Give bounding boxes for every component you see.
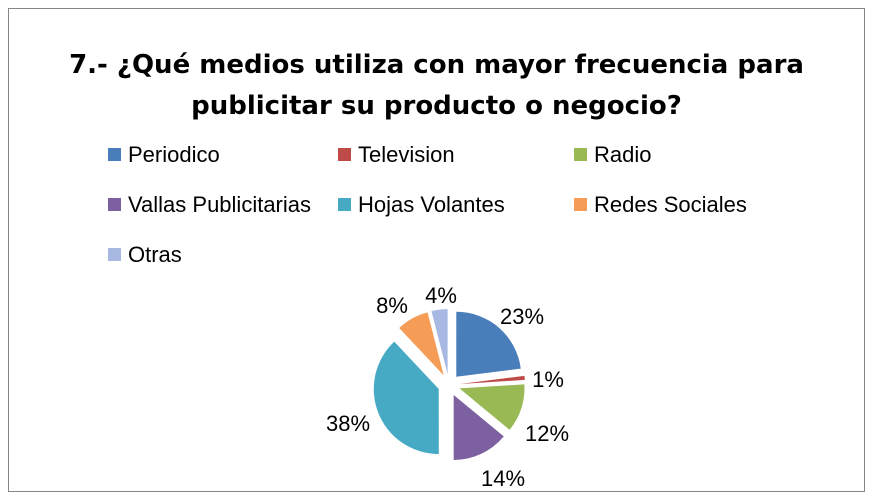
legend-item-otras: Otras: [108, 240, 182, 270]
pie-slice-vallas-publicitarias: [453, 394, 504, 460]
data-label-radio: 12%: [525, 421, 569, 446]
chart-title-line-2: publicitar su producto o negocio?: [191, 91, 682, 121]
data-label-periodico: 23%: [500, 304, 544, 329]
data-label-hojas-volantes: 38%: [326, 411, 370, 436]
legend-label-redes-sociales: Redes Sociales: [594, 192, 747, 217]
data-label-television: 1%: [532, 367, 564, 392]
pie-slice-radio: [459, 384, 525, 430]
legend-label-radio: Radio: [594, 142, 652, 167]
pie-slice-redes-sociales: [399, 312, 444, 376]
chart-title: 7.- ¿Qué medios utiliza con mayor frecue…: [9, 45, 864, 127]
legend-item-redes-sociales: Redes Sociales: [574, 190, 747, 220]
legend-swatch-television: [338, 147, 351, 161]
legend-label-otras: Otras: [128, 242, 182, 267]
legend-swatch-redes-sociales: [574, 197, 587, 211]
legend-item-periodico: Periodico: [108, 140, 220, 170]
legend-item-television: Television: [338, 140, 455, 170]
pie-slice-television: [459, 375, 525, 384]
legend-label-television: Television: [358, 142, 455, 167]
chart-title-line-1: 7.- ¿Qué medios utiliza con mayor frecue…: [69, 50, 804, 80]
legend-item-hojas-volantes: Hojas Volantes: [338, 190, 505, 220]
legend-swatch-otras: [108, 247, 121, 261]
data-label-otras: 4%: [425, 283, 457, 308]
legend-item-vallas-publicitarias: Vallas Publicitarias: [108, 190, 311, 220]
pie-slice-periodico: [456, 311, 521, 377]
pie-slices: [373, 309, 525, 460]
legend-swatch-radio: [574, 147, 587, 161]
pie-slice-hojas-volantes: [373, 341, 439, 455]
legend-label-vallas-publicitarias: Vallas Publicitarias: [128, 192, 312, 217]
legend-swatch-periodico: [108, 147, 121, 161]
legend-swatch-hojas-volantes: [338, 197, 351, 211]
legend-swatch-vallas-publicitarias: [108, 197, 121, 211]
data-label-redes-sociales: 8%: [376, 293, 408, 318]
legend-item-radio: Radio: [574, 140, 651, 170]
pie-slice-otras: [431, 309, 448, 375]
legend-label-periodico: Periodico: [128, 142, 220, 167]
pie-data-labels: 23% 1% 12%14% 38% 8% 4%: [326, 283, 569, 491]
legend-label-hojas-volantes: Hojas Volantes: [358, 192, 505, 217]
data-label-vallas-publicitarias: 14%: [481, 466, 525, 491]
